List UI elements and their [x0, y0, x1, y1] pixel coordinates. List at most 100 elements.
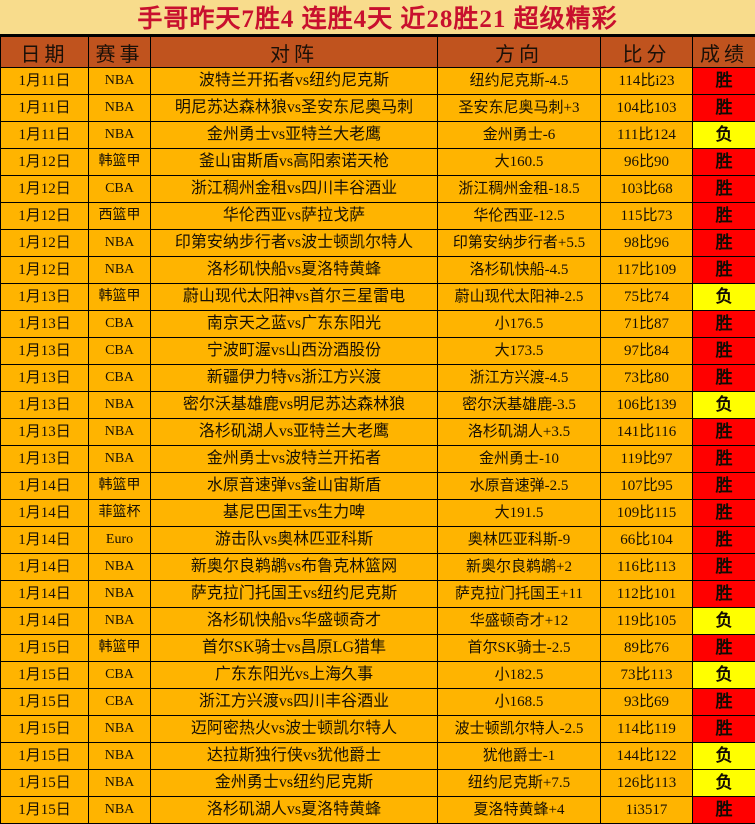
row-match-cell: 金州勇士vs纽约尼克斯 [151, 770, 438, 797]
row-match-cell: 釜山宙斯盾vs高阳索诺天枪 [151, 149, 438, 176]
row-match-cell: 广东东阳光vs上海久事 [151, 662, 438, 689]
row-league-cell: 韩篮甲 [89, 635, 151, 662]
row-result-cell: 负 [693, 662, 755, 689]
column-header-direction[interactable]: 方向 [438, 37, 601, 68]
row-match-cell: 新奥尔良鹈鹕vs布鲁克林篮网 [151, 554, 438, 581]
row-league-cell: NBA [89, 446, 151, 473]
row-score-cell: 112比101 [601, 581, 693, 608]
row-score-cell: 97比84 [601, 338, 693, 365]
row-date-cell: 1月12日 [1, 203, 89, 230]
row-direction-cell: 大191.5 [438, 500, 601, 527]
row-result-cell: 负 [693, 284, 755, 311]
row-score-cell: 75比74 [601, 284, 693, 311]
page-title: 手哥昨天7胜4 连胜4天 近28胜21 超级精彩 [137, 0, 617, 35]
row-result-cell: 负 [693, 392, 755, 419]
row-score-cell: 119比105 [601, 608, 693, 635]
row-result-cell: 胜 [693, 149, 755, 176]
row-date-cell: 1月14日 [1, 554, 89, 581]
row-date-cell: 1月12日 [1, 257, 89, 284]
row-date-cell: 1月15日 [1, 743, 89, 770]
row-score-cell: 103比68 [601, 176, 693, 203]
row-score-cell: 73比80 [601, 365, 693, 392]
picks-page: 手哥昨天7胜4 连胜4天 近28胜21 超级精彩 日期 赛事 对阵 方向 比分 … [0, 0, 755, 785]
row-league-cell: 韩篮甲 [89, 284, 151, 311]
row-match-cell: 宁波町渥vs山西汾酒股份 [151, 338, 438, 365]
row-match-cell: 金州勇士vs亚特兰大老鹰 [151, 122, 438, 149]
row-score-cell: 96比90 [601, 149, 693, 176]
row-league-cell: CBA [89, 662, 151, 689]
row-result-cell: 胜 [693, 338, 755, 365]
row-league-cell: NBA [89, 554, 151, 581]
row-result-cell: 胜 [693, 554, 755, 581]
row-score-cell: 71比87 [601, 311, 693, 338]
row-result-cell: 负 [693, 743, 755, 770]
row-league-cell: NBA [89, 122, 151, 149]
row-score-cell: 141比116 [601, 419, 693, 446]
row-date-cell: 1月13日 [1, 419, 89, 446]
row-direction-cell: 水原音速弹-2.5 [438, 473, 601, 500]
row-score-cell: 117比109 [601, 257, 693, 284]
row-date-cell: 1月11日 [1, 95, 89, 122]
row-score-cell: 66比104 [601, 527, 693, 554]
row-match-cell: 水原音速弹vs釜山宙斯盾 [151, 473, 438, 500]
row-score-cell: 111比124 [601, 122, 693, 149]
column-header-league[interactable]: 赛事 [89, 37, 151, 68]
row-direction-cell: 小182.5 [438, 662, 601, 689]
column-header-match[interactable]: 对阵 [151, 37, 438, 68]
row-score-cell: 119比97 [601, 446, 693, 473]
row-score-cell: 1i3517 [601, 797, 693, 824]
row-result-cell: 负 [693, 608, 755, 635]
row-league-cell: Euro [89, 527, 151, 554]
row-date-cell: 1月12日 [1, 176, 89, 203]
row-match-cell: 洛杉矶湖人vs亚特兰大老鹰 [151, 419, 438, 446]
row-league-cell: CBA [89, 689, 151, 716]
row-match-cell: 首尔SK骑士vs昌原LG猎隼 [151, 635, 438, 662]
column-header-score[interactable]: 比分 [601, 37, 693, 68]
row-score-cell: 106比139 [601, 392, 693, 419]
row-result-cell: 胜 [693, 716, 755, 743]
row-direction-cell: 新奥尔良鹈鹕+2 [438, 554, 601, 581]
row-league-cell: NBA [89, 770, 151, 797]
row-date-cell: 1月11日 [1, 122, 89, 149]
row-league-cell: CBA [89, 338, 151, 365]
column-header-result[interactable]: 成绩 [693, 37, 755, 68]
row-match-cell: 浙江方兴渡vs四川丰谷酒业 [151, 689, 438, 716]
row-result-cell: 负 [693, 122, 755, 149]
column-header-date[interactable]: 日期 [1, 37, 89, 68]
row-date-cell: 1月13日 [1, 311, 89, 338]
row-result-cell: 胜 [693, 68, 755, 95]
row-league-cell: CBA [89, 365, 151, 392]
row-league-cell: NBA [89, 419, 151, 446]
row-direction-cell: 小168.5 [438, 689, 601, 716]
row-match-cell: 达拉斯独行侠vs犹他爵士 [151, 743, 438, 770]
